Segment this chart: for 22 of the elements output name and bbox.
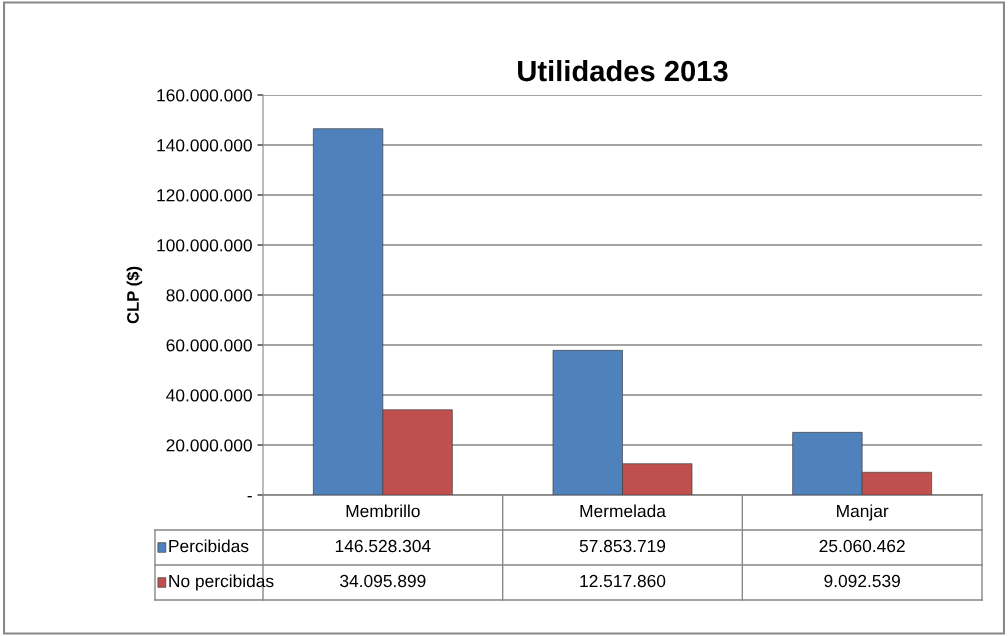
x-tick-label: Mermelada [580,504,666,518]
y-tick-label: 120.000.000 [157,189,252,202]
data-label: 25.060.462 [819,539,905,553]
data-label: 146.528.304 [335,539,431,553]
chart-title: Utilidades 2013 [518,59,728,82]
y-tick-label: 60.000.000 [166,339,252,352]
legend-label: No percibidas [169,574,274,591]
x-tick-label: Manjar [837,504,889,521]
y-axis-title: CLP ($) [126,266,143,324]
y-tick-label: 160.000.000 [157,89,252,102]
y-tick-label: - [247,496,252,498]
data-label: 57.853.719 [579,539,666,553]
y-tick-label: 80.000.000 [166,289,252,302]
data-label: 9.092.539 [824,574,900,588]
y-tick-label: 100.000.000 [157,239,252,252]
data-label: 12.517.860 [580,574,666,588]
x-tick-label: Membrillo [346,504,420,518]
y-tick-label: 20.000.000 [166,439,252,452]
y-tick-label: 40.000.000 [166,389,252,402]
data-label: 34.095.899 [340,574,426,588]
y-tick-label: 140.000.000 [157,139,252,152]
legend-label: Percibidas [169,539,249,553]
